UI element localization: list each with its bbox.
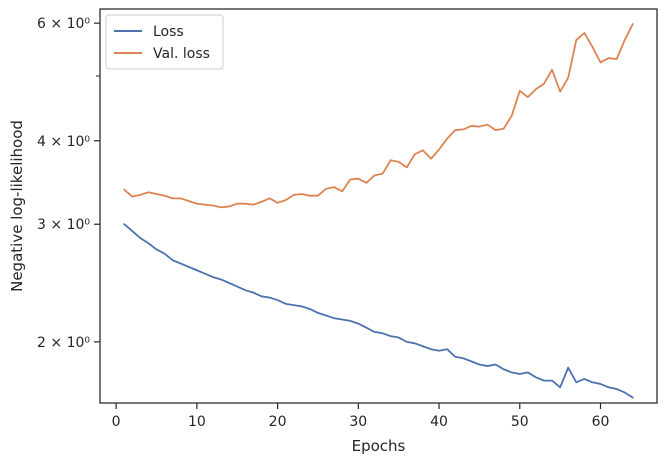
series-line-loss	[123, 223, 634, 399]
x-tick-label: 30	[349, 414, 367, 430]
y-axis-ticks: 2 × 10⁰ 3 × 10⁰ 4 × 10⁰ 6 × 10⁰	[37, 16, 100, 351]
x-tick-label: 10	[188, 414, 206, 430]
y-tick-label: 3 × 10⁰	[37, 217, 90, 233]
x-axis-ticks: 0 10 20 30 40 50 60	[112, 403, 610, 430]
x-tick-label: 0	[112, 414, 121, 430]
legend-label-loss: Loss	[153, 24, 184, 40]
x-tick-label: 60	[592, 414, 610, 430]
legend: Loss Val. loss	[105, 14, 224, 70]
plot-area	[100, 9, 657, 403]
series-line-val-loss	[123, 23, 634, 209]
series-layer	[123, 23, 634, 399]
x-axis-label: Epochs	[352, 437, 406, 455]
plot-frame	[99, 8, 658, 404]
y-tick-label: 6 × 10⁰	[37, 16, 90, 32]
x-tick-label: 50	[511, 414, 529, 430]
y-tick-label: 4 × 10⁰	[37, 134, 90, 150]
y-axis-label: Negative log-likelihood	[8, 120, 26, 292]
y-tick-label: 2 × 10⁰	[37, 335, 90, 351]
x-tick-label: 20	[269, 414, 287, 430]
x-tick-label: 40	[430, 414, 448, 430]
legend-label-val-loss: Val. loss	[153, 46, 210, 62]
legend-box	[105, 14, 224, 70]
